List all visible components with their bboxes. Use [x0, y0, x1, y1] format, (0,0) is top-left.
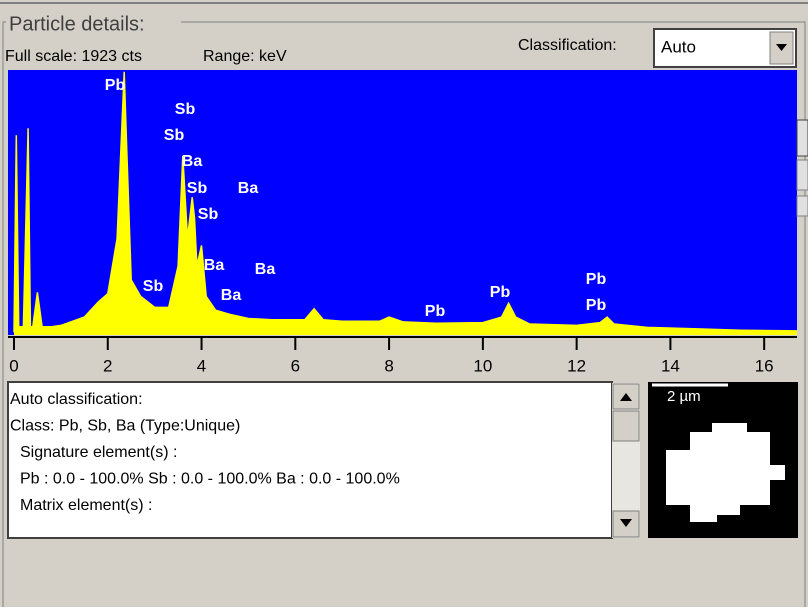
peak-label: Ba: [204, 257, 225, 274]
scroll-thumb[interactable]: [613, 411, 639, 441]
x-tick-label: 14: [661, 356, 680, 375]
page: Particle details: Full scale: 1923 cts R…: [0, 0, 808, 607]
peak-label: Ba: [182, 153, 203, 170]
scale-label: 2 µm: [667, 388, 701, 405]
side-control[interactable]: [797, 196, 808, 216]
peak-label: Pb: [490, 284, 511, 301]
full-scale: Full scale: 1923 cts: [5, 48, 142, 65]
peak-label: Pb: [586, 271, 607, 288]
x-tick-label: 2: [103, 356, 112, 375]
peak-label: Sb: [198, 206, 219, 223]
side-control[interactable]: [797, 120, 808, 156]
x-tick-label: 10: [473, 356, 492, 375]
classification-value: Auto: [661, 37, 696, 56]
x-tick-label: 6: [291, 356, 300, 375]
x-tick-label: 8: [384, 356, 393, 375]
peak-label: Pb: [105, 77, 126, 94]
peak-label: Ba: [255, 261, 276, 278]
side-control[interactable]: [797, 160, 808, 190]
peak-label: Sb: [143, 278, 164, 295]
peak-label: Ba: [238, 180, 259, 197]
peak-label: Sb: [175, 101, 196, 118]
peak-label: Pb: [425, 303, 446, 320]
x-tick-label: 16: [755, 356, 774, 375]
details-line: Pb : 0.0 - 100.0% Sb : 0.0 - 100.0% Ba :…: [20, 471, 400, 488]
peak-label: Pb: [586, 297, 607, 314]
particle-details-window: Particle details: Full scale: 1923 cts R…: [0, 0, 808, 607]
x-tick-label: 12: [567, 356, 586, 375]
peak-label: Ba: [221, 287, 242, 304]
details-line: Matrix element(s) :: [20, 497, 152, 514]
details-line: Signature element(s) :: [20, 444, 177, 461]
x-tick-label: 0: [9, 356, 18, 375]
x-tick-label: 4: [197, 356, 206, 375]
panel-title: Particle details:: [9, 13, 145, 35]
details-line: Class: Pb, Sb, Ba (Type:Unique): [10, 418, 240, 435]
peak-label: Sb: [164, 127, 185, 144]
details-line: Auto classification:: [10, 391, 143, 408]
peak-label: Sb: [187, 180, 208, 197]
range: Range: keV: [203, 48, 287, 65]
classification-label: Classification:: [518, 37, 617, 54]
